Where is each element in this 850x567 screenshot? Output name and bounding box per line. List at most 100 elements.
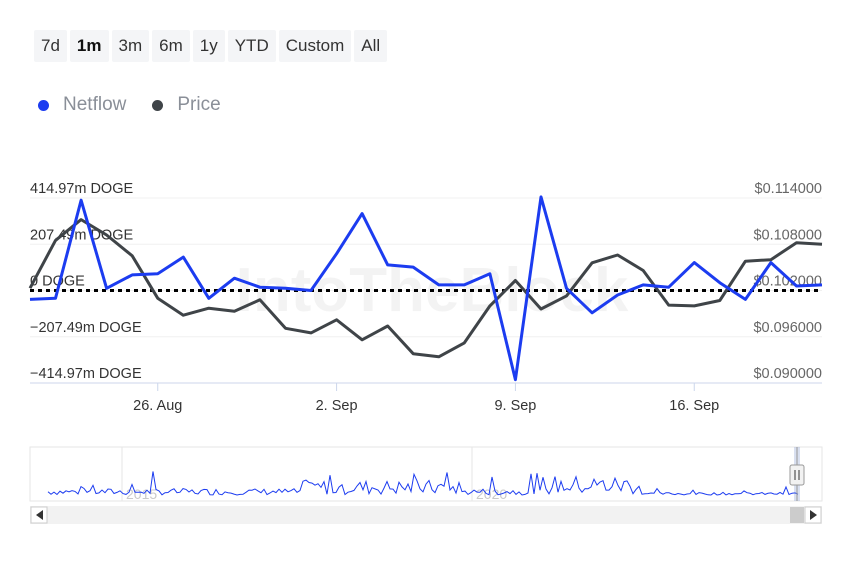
price-point[interactable] bbox=[487, 303, 493, 309]
price-point[interactable] bbox=[640, 267, 646, 273]
price-point[interactable] bbox=[538, 306, 544, 312]
price-point[interactable] bbox=[257, 297, 263, 303]
price-point[interactable] bbox=[334, 317, 340, 323]
price-point[interactable] bbox=[717, 298, 723, 304]
price-point[interactable] bbox=[155, 295, 161, 301]
price-point[interactable] bbox=[742, 258, 748, 264]
netflow-point[interactable] bbox=[282, 285, 288, 291]
price-point[interactable] bbox=[589, 260, 595, 266]
x-axis-label: 16. Sep bbox=[669, 398, 719, 414]
netflow-point[interactable] bbox=[512, 377, 518, 383]
netflow-point[interactable] bbox=[257, 284, 263, 290]
netflow-point[interactable] bbox=[793, 283, 799, 289]
netflow-series-line[interactable] bbox=[29, 195, 823, 382]
left-axis-label: 414.97m DOGE bbox=[30, 181, 133, 197]
scrollbar[interactable] bbox=[30, 506, 822, 524]
netflow-point[interactable] bbox=[487, 271, 493, 277]
netflow-point[interactable] bbox=[155, 271, 161, 277]
range-1m-button[interactable]: 1m bbox=[69, 30, 109, 62]
right-axis-label: $0.102000 bbox=[753, 274, 822, 290]
price-point[interactable] bbox=[512, 277, 518, 283]
price-series-line[interactable] bbox=[28, 218, 823, 359]
legend-item-price[interactable]: Price bbox=[152, 94, 221, 116]
netflow-point[interactable] bbox=[666, 284, 672, 290]
netflow-point[interactable] bbox=[717, 280, 723, 286]
price-point[interactable] bbox=[359, 337, 365, 343]
netflow-point[interactable] bbox=[53, 295, 59, 301]
netflow-point[interactable] bbox=[436, 282, 442, 288]
netflow-point[interactable] bbox=[819, 282, 825, 288]
right-axis-label: $0.114000 bbox=[755, 181, 822, 197]
range-all-button[interactable]: All bbox=[354, 30, 388, 62]
price-point[interactable] bbox=[410, 351, 416, 357]
right-axis-label: $0.108000 bbox=[753, 227, 822, 243]
netflow-point[interactable] bbox=[742, 296, 748, 302]
netflow-point[interactable] bbox=[768, 260, 774, 266]
range-1y-button[interactable]: 1y bbox=[192, 30, 225, 62]
netflow-point[interactable] bbox=[410, 264, 416, 270]
netflow-point[interactable] bbox=[615, 292, 621, 298]
range-3m-button[interactable]: 3m bbox=[111, 30, 150, 62]
range-ytd-button[interactable]: YTD bbox=[227, 30, 276, 62]
price-point[interactable] bbox=[666, 302, 672, 308]
left-axis-label: 207.49m DOGE bbox=[30, 227, 133, 243]
scrollbar-thumb[interactable] bbox=[790, 507, 804, 523]
netflow-point[interactable] bbox=[640, 282, 646, 288]
price-point[interactable] bbox=[564, 293, 570, 299]
x-axis-label: 26. Aug bbox=[133, 398, 182, 414]
netflow-point[interactable] bbox=[589, 310, 595, 316]
netflow-point[interactable] bbox=[206, 295, 212, 301]
price-point[interactable] bbox=[129, 253, 135, 259]
netflow-point[interactable] bbox=[180, 254, 186, 260]
left-axis-label: 0 DOGE bbox=[30, 274, 85, 290]
grip-icon[interactable] bbox=[789, 464, 805, 486]
left-axis-label: −414.97m DOGE bbox=[30, 366, 142, 382]
price-point[interactable] bbox=[385, 323, 391, 329]
price-point[interactable] bbox=[231, 308, 237, 314]
netflow-point[interactable] bbox=[385, 262, 391, 268]
legend-item-netflow[interactable]: Netflow bbox=[38, 94, 126, 116]
price-point[interactable] bbox=[691, 303, 697, 309]
legend-label-price: Price bbox=[177, 94, 221, 115]
netflow-point[interactable] bbox=[78, 197, 84, 203]
netflow-point[interactable] bbox=[334, 251, 340, 257]
price-point[interactable] bbox=[282, 325, 288, 331]
price-point[interactable] bbox=[206, 305, 212, 311]
netflow-point[interactable] bbox=[461, 282, 467, 288]
price-point[interactable] bbox=[308, 330, 314, 336]
price-point[interactable] bbox=[615, 252, 621, 258]
price-point[interactable] bbox=[461, 340, 467, 346]
netflow-point[interactable] bbox=[538, 194, 544, 200]
netflow-point[interactable] bbox=[359, 211, 365, 217]
price-point[interactable] bbox=[436, 354, 442, 360]
range-7d-button[interactable]: 7d bbox=[34, 30, 67, 62]
price-point[interactable] bbox=[53, 237, 59, 243]
netflow-point[interactable] bbox=[231, 275, 237, 281]
navigator-series-line bbox=[47, 471, 799, 496]
range-6m-button[interactable]: 6m bbox=[152, 30, 190, 62]
legend-label-netflow: Netflow bbox=[63, 94, 127, 115]
navigator[interactable]: 2015 2020 bbox=[29, 446, 823, 502]
price-point[interactable] bbox=[27, 285, 33, 291]
netflow-point[interactable] bbox=[129, 272, 135, 278]
right-axis-label: $0.096000 bbox=[753, 320, 822, 336]
right-axis-label: $0.090000 bbox=[753, 366, 822, 382]
x-axis-label: 9. Sep bbox=[494, 398, 536, 414]
left-axis-label: −207.49m DOGE bbox=[30, 320, 142, 336]
price-point[interactable] bbox=[104, 232, 110, 238]
price-legend-marker bbox=[152, 99, 164, 111]
price-point[interactable] bbox=[78, 217, 84, 223]
netflow-point[interactable] bbox=[104, 285, 110, 291]
netflow-point[interactable] bbox=[691, 260, 697, 266]
price-point[interactable] bbox=[180, 312, 186, 318]
netflow-point[interactable] bbox=[308, 288, 314, 294]
scrollbar-track[interactable] bbox=[30, 506, 822, 524]
netflow-legend-marker bbox=[38, 99, 49, 111]
range-custom-button[interactable]: Custom bbox=[278, 30, 352, 62]
netflow-point[interactable] bbox=[564, 285, 570, 291]
chart-legend: Netflow Price bbox=[38, 94, 221, 116]
navigator-year-label: 2020 bbox=[476, 486, 507, 502]
price-point[interactable] bbox=[819, 241, 825, 247]
price-point[interactable] bbox=[793, 240, 799, 246]
netflow-point[interactable] bbox=[27, 296, 33, 302]
